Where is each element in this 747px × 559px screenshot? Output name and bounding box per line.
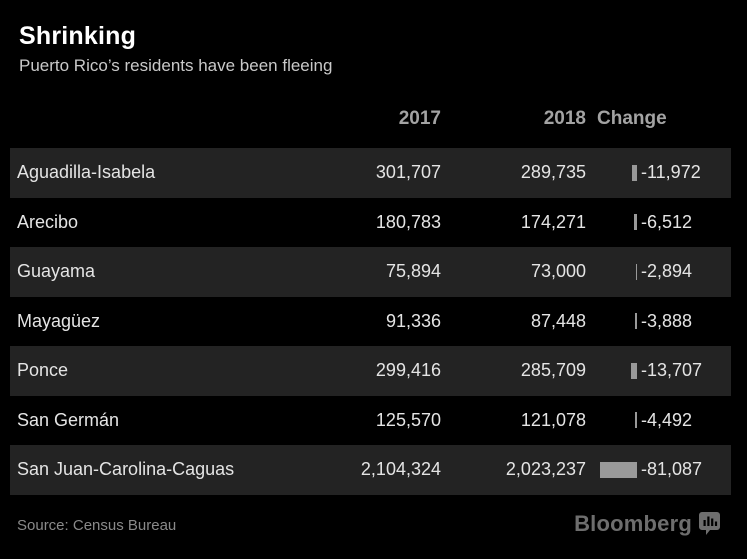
table-row: Guayama 75,894 73,000 -2,894 <box>10 247 731 297</box>
table-row: San Germán 125,570 121,078 -4,492 <box>10 396 731 446</box>
value-2017: 91,336 <box>385 310 441 331</box>
value-2017: 2,104,324 <box>360 459 441 480</box>
change-cell: -6,512 <box>586 212 731 233</box>
value-2017: 301,707 <box>375 162 441 183</box>
table-row: Ponce 299,416 285,709 -13,707 <box>10 346 731 396</box>
value-2018: 121,078 <box>520 409 586 430</box>
table-row: San Juan-Carolina-Caguas 2,104,324 2,023… <box>10 445 731 495</box>
change-bar <box>631 164 637 181</box>
row-label: San Juan-Carolina-Caguas <box>17 459 235 480</box>
page-title: Shrinking <box>19 22 137 50</box>
change-value: -3,888 <box>641 310 693 331</box>
change-value: -2,894 <box>641 261 693 282</box>
table-row: Aguadilla-Isabela 301,707 289,735 -11,97… <box>10 148 731 198</box>
row-label: Ponce <box>17 360 69 381</box>
change-value: -13,707 <box>641 360 703 381</box>
bloomberg-logo: Bloomberg <box>574 511 720 538</box>
change-value: -81,087 <box>641 459 703 480</box>
value-2018: 73,000 <box>530 261 586 282</box>
change-bar <box>634 412 637 429</box>
change-bar-track <box>586 461 637 478</box>
change-bar <box>635 313 637 330</box>
value-2017: 125,570 <box>375 409 441 430</box>
header-2017: 2017 <box>398 108 441 129</box>
value-2017: 75,894 <box>385 261 441 282</box>
row-label: Mayagüez <box>17 310 101 331</box>
change-bar-track <box>586 214 637 231</box>
row-label: Aguadilla-Isabela <box>17 162 156 183</box>
value-2018: 285,709 <box>520 360 586 381</box>
value-2018: 174,271 <box>520 211 586 232</box>
change-bar-track <box>586 362 637 379</box>
change-bar <box>630 362 637 379</box>
change-bar <box>600 461 637 478</box>
page-subtitle: Puerto Rico’s residents have been fleein… <box>19 56 333 75</box>
bloomberg-wordmark: Bloomberg <box>574 511 692 536</box>
table-body: Aguadilla-Isabela 301,707 289,735 -11,97… <box>10 148 731 495</box>
row-label: Arecibo <box>17 211 79 232</box>
change-bar-track <box>586 412 637 429</box>
change-cell: -81,087 <box>586 459 731 480</box>
row-label: Guayama <box>17 261 96 282</box>
change-cell: -11,972 <box>586 162 731 183</box>
bloomberg-terminal-icon <box>699 512 720 535</box>
value-2018: 87,448 <box>530 310 586 331</box>
table-row: Mayagüez 91,336 87,448 -3,888 <box>10 297 731 347</box>
change-bar <box>635 263 637 280</box>
population-table: 2017 2018 Change Aguadilla-Isabela 301,7… <box>10 103 731 495</box>
change-bar-track <box>586 313 637 330</box>
value-2017: 180,783 <box>375 211 441 232</box>
change-value: -6,512 <box>641 211 693 232</box>
change-cell: -2,894 <box>586 261 731 282</box>
table-row: Arecibo 180,783 174,271 -6,512 <box>10 198 731 248</box>
row-label: San Germán <box>17 409 120 430</box>
value-2018: 289,735 <box>520 162 586 183</box>
change-cell: -3,888 <box>586 311 731 332</box>
change-bar-track <box>586 164 637 181</box>
change-cell: -4,492 <box>586 410 731 431</box>
table-header-row: 2017 2018 Change <box>10 103 731 130</box>
value-2018: 2,023,237 <box>505 459 586 480</box>
change-value: -4,492 <box>641 409 693 430</box>
value-2017: 299,416 <box>375 360 441 381</box>
change-value: -11,972 <box>641 162 701 183</box>
change-bar <box>634 214 637 231</box>
header-2018: 2018 <box>543 108 586 129</box>
source-note: Source: Census Bureau <box>17 517 177 534</box>
header-change: Change <box>597 108 667 129</box>
change-bar-track <box>586 263 637 280</box>
change-cell: -13,707 <box>586 360 731 381</box>
